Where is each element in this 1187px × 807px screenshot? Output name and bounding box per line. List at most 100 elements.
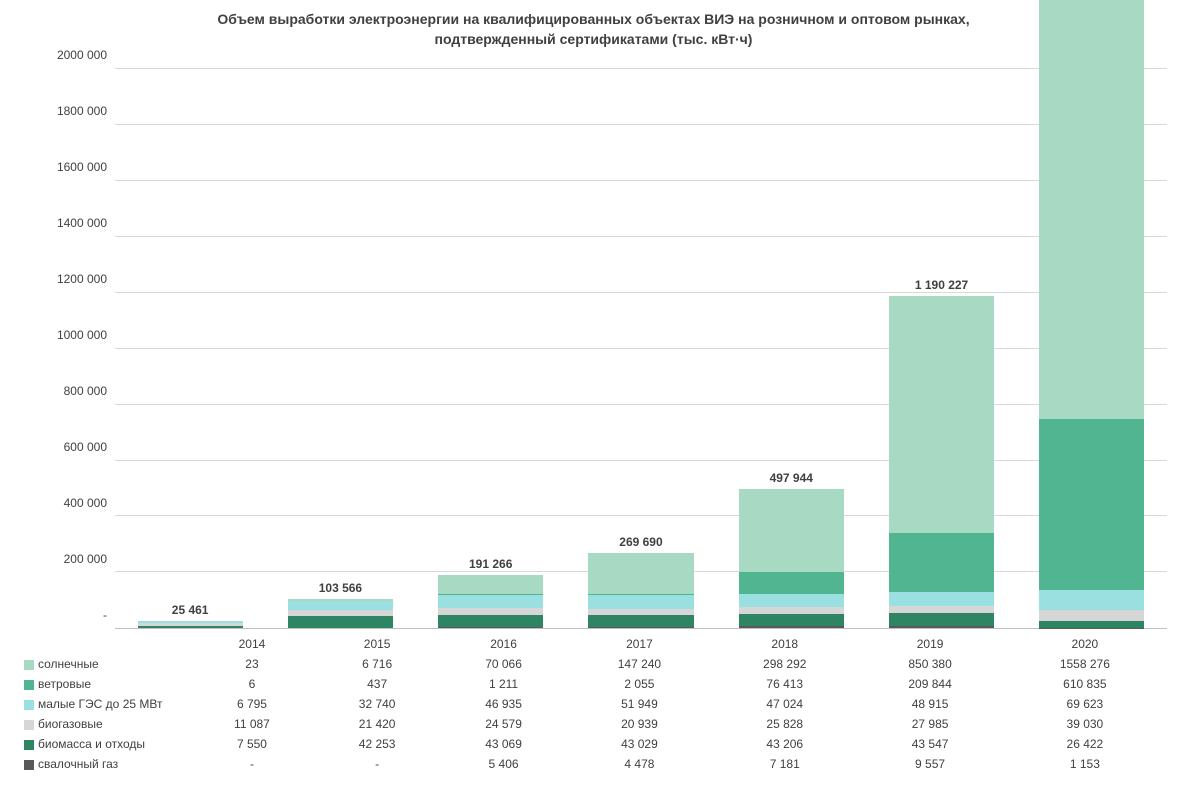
legend-label-text: биогазовые bbox=[38, 717, 103, 731]
table-row-label: биогазовые bbox=[20, 714, 190, 734]
table-year-cell: 2016 bbox=[440, 631, 566, 654]
y-tick-label: 1400 000 bbox=[57, 216, 107, 230]
bar-stack bbox=[588, 553, 693, 628]
bar-segment-smallhpp bbox=[438, 595, 543, 608]
bar-total-label: 497 944 bbox=[770, 471, 813, 485]
table-row: биомасса и отходы7 55042 25343 06943 029… bbox=[20, 734, 1167, 754]
bar-segment-biogas bbox=[739, 607, 844, 614]
bar-column: 497 944 bbox=[716, 69, 866, 628]
legend-label-text: свалочный газ bbox=[38, 757, 118, 771]
table-row: солнечные236 71670 066147 240298 292850 … bbox=[20, 654, 1167, 674]
table-row-label: малые ГЭС до 25 МВт bbox=[20, 694, 190, 714]
bar-segment-biogas bbox=[438, 608, 543, 615]
table-cell: 850 380 bbox=[857, 654, 1002, 674]
table-cell: 1 211 bbox=[440, 674, 566, 694]
table-cell: - bbox=[314, 754, 440, 774]
y-tick-label: 600 000 bbox=[64, 440, 107, 454]
table-cell: 7 550 bbox=[190, 734, 314, 754]
legend-label-text: биомасса и отходы bbox=[38, 737, 145, 751]
table-cell: 25 828 bbox=[712, 714, 857, 734]
bar-segment-landfill bbox=[588, 627, 693, 628]
table-year-cell: 2015 bbox=[314, 631, 440, 654]
table-cell: - bbox=[190, 754, 314, 774]
legend-swatch bbox=[24, 700, 34, 710]
bar-segment-solar bbox=[438, 575, 543, 595]
y-tick-label: 1000 000 bbox=[57, 328, 107, 342]
bar-segment-solar bbox=[889, 296, 994, 534]
table-corner-cell bbox=[20, 631, 190, 654]
table-row: малые ГЭС до 25 МВт 6 79532 74046 93551 9… bbox=[20, 694, 1167, 714]
table-cell: 21 420 bbox=[314, 714, 440, 734]
bar-segment-smallhpp bbox=[889, 592, 994, 606]
table-cell: 209 844 bbox=[857, 674, 1002, 694]
y-tick-label: 2000 000 bbox=[57, 48, 107, 62]
table-cell: 610 835 bbox=[1003, 674, 1167, 694]
bar-segment-smallhpp bbox=[1039, 590, 1144, 609]
data-table: 2014201520162017201820192020солнечные236… bbox=[20, 631, 1167, 774]
table-cell: 69 623 bbox=[1003, 694, 1167, 714]
y-tick-label: 400 000 bbox=[64, 496, 107, 510]
table-row-label: биомасса и отходы bbox=[20, 734, 190, 754]
chart-title-line1: Объем выработки электроэнергии на квалиф… bbox=[60, 10, 1127, 30]
bar-total-label: 269 690 bbox=[619, 535, 662, 549]
bar-total-label: 1 190 227 bbox=[915, 278, 968, 292]
table-cell: 43 206 bbox=[712, 734, 857, 754]
bars-container: 25 461103 566191 266269 690497 9441 190 … bbox=[115, 69, 1167, 628]
table-year-cell: 2019 bbox=[857, 631, 1002, 654]
table-cell: 23 bbox=[190, 654, 314, 674]
table-cell: 26 422 bbox=[1003, 734, 1167, 754]
legend-swatch bbox=[24, 660, 34, 670]
table-cell: 147 240 bbox=[567, 654, 712, 674]
y-tick-label: 800 000 bbox=[64, 384, 107, 398]
legend-swatch bbox=[24, 760, 34, 770]
legend-swatch bbox=[24, 680, 34, 690]
table-year-cell: 2017 bbox=[567, 631, 712, 654]
table-cell: 6 716 bbox=[314, 654, 440, 674]
table-cell: 51 949 bbox=[567, 694, 712, 714]
bar-stack bbox=[1039, 0, 1144, 628]
bar-segment-solar bbox=[739, 489, 844, 572]
bar-column: 191 266 bbox=[416, 69, 566, 628]
table-cell: 5 406 bbox=[440, 754, 566, 774]
bar-segment-landfill bbox=[438, 627, 543, 629]
table-cell: 2 055 bbox=[567, 674, 712, 694]
bar-total-label: 25 461 bbox=[172, 603, 209, 617]
bar-stack bbox=[138, 621, 243, 628]
bar-segment-biogas bbox=[1039, 610, 1144, 621]
table-cell: 32 740 bbox=[314, 694, 440, 714]
table-cell: 20 939 bbox=[567, 714, 712, 734]
table-cell: 43 547 bbox=[857, 734, 1002, 754]
chart-area: -200 000400 000600 000800 0001000 000120… bbox=[20, 69, 1167, 629]
legend-swatch bbox=[24, 720, 34, 730]
table-cell: 43 069 bbox=[440, 734, 566, 754]
bar-segment-biomass bbox=[1039, 621, 1144, 628]
chart-title: Объем выработки электроэнергии на квалиф… bbox=[20, 10, 1167, 49]
table-row: свалочный газ--5 4064 4787 1819 5571 153 bbox=[20, 754, 1167, 774]
table-year-row: 2014201520162017201820192020 bbox=[20, 631, 1167, 654]
plot-area: 25 461103 566191 266269 690497 9441 190 … bbox=[115, 69, 1167, 629]
table-cell: 6 795 bbox=[190, 694, 314, 714]
table-cell: 298 292 bbox=[712, 654, 857, 674]
bar-segment-smallhpp bbox=[739, 594, 844, 607]
bar-segment-landfill bbox=[739, 626, 844, 628]
y-tick-label: 1200 000 bbox=[57, 272, 107, 286]
legend-label-text: малые ГЭС до 25 МВт bbox=[38, 697, 162, 711]
bar-segment-biomass bbox=[438, 615, 543, 627]
table-row-label: свалочный газ bbox=[20, 754, 190, 774]
bar-column: 25 461 bbox=[115, 69, 265, 628]
bar-stack bbox=[438, 575, 543, 628]
table-year-cell: 2020 bbox=[1003, 631, 1167, 654]
legend-swatch bbox=[24, 740, 34, 750]
table-year-cell: 2014 bbox=[190, 631, 314, 654]
y-tick-label: - bbox=[103, 608, 107, 622]
bar-stack bbox=[889, 296, 994, 629]
table-cell: 43 029 bbox=[567, 734, 712, 754]
bar-segment-wind bbox=[889, 533, 994, 592]
bar-segment-biomass bbox=[889, 613, 994, 625]
bar-segment-smallhpp bbox=[588, 595, 693, 610]
bar-segment-biomass bbox=[138, 626, 243, 628]
table-cell: 46 935 bbox=[440, 694, 566, 714]
table-cell: 76 413 bbox=[712, 674, 857, 694]
table-cell: 11 087 bbox=[190, 714, 314, 734]
table-year-cell: 2018 bbox=[712, 631, 857, 654]
